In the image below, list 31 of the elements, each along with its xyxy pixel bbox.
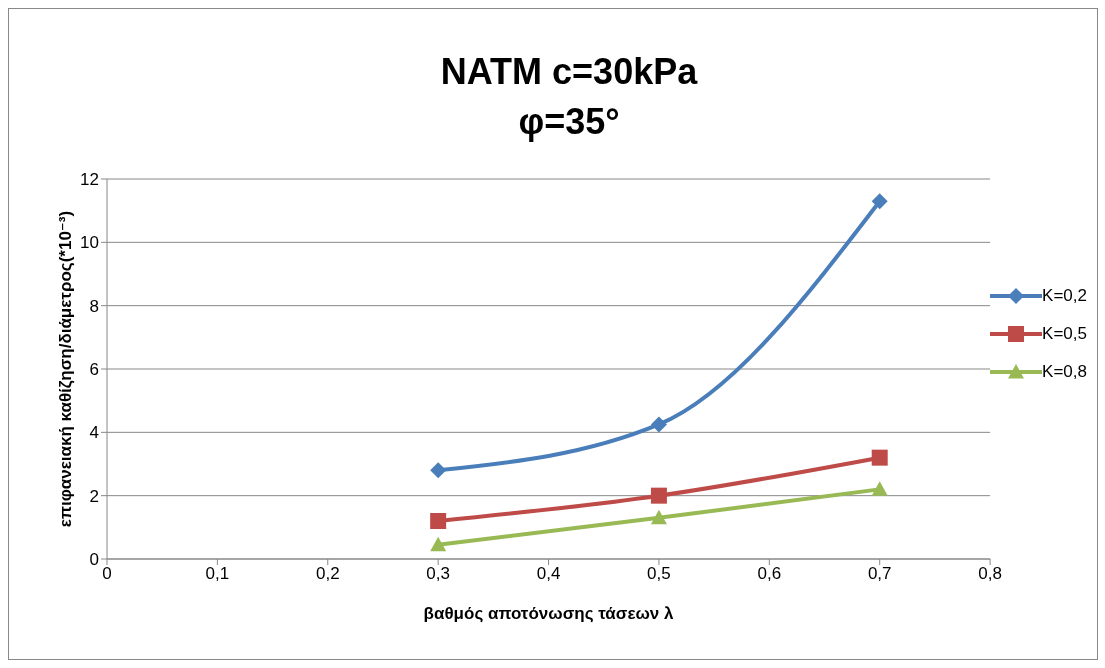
- x-tick-label: 0,7: [867, 564, 892, 584]
- chart-title: NATM c=30kPa φ=35°: [439, 50, 699, 144]
- legend-label: K=0,8: [1042, 362, 1087, 382]
- point: [430, 536, 447, 552]
- point: [650, 487, 667, 504]
- legend-label: K=0,2: [1042, 286, 1087, 306]
- y-tick-label: 8: [89, 296, 99, 316]
- x-tick-label: 0,1: [205, 564, 230, 584]
- x-tick-label: 0,3: [426, 564, 450, 584]
- y-axis-title: επιφανειακή καθίζηση/διάμετρος(*10⁻³): [56, 210, 75, 528]
- point: [871, 449, 888, 466]
- x-tick-label: 0,8: [978, 564, 1002, 584]
- point: [430, 462, 447, 479]
- point: [650, 416, 667, 433]
- point: [430, 513, 447, 529]
- x-tick-label: 0,5: [647, 564, 671, 584]
- y-tick-label: 12: [80, 170, 99, 190]
- x-axis-title: βαθμός αποτόνωσης τάσεων λ: [423, 604, 675, 623]
- legend-label: K=0,5: [1042, 324, 1087, 344]
- y-tick-label: 6: [89, 360, 99, 380]
- point: [871, 481, 888, 496]
- x-tick-label: 0: [102, 564, 112, 584]
- x-tick-label: 0,6: [757, 564, 782, 584]
- y-tick-label: 4: [89, 423, 99, 443]
- y-tick-label: 0: [89, 550, 99, 570]
- point: [871, 193, 888, 210]
- y-tick-label: 2: [89, 486, 99, 506]
- x-tick-label: 0,4: [536, 564, 561, 584]
- point: [650, 509, 667, 525]
- y-tick-label: 10: [80, 233, 99, 253]
- x-tick-label: 0,2: [315, 564, 340, 584]
